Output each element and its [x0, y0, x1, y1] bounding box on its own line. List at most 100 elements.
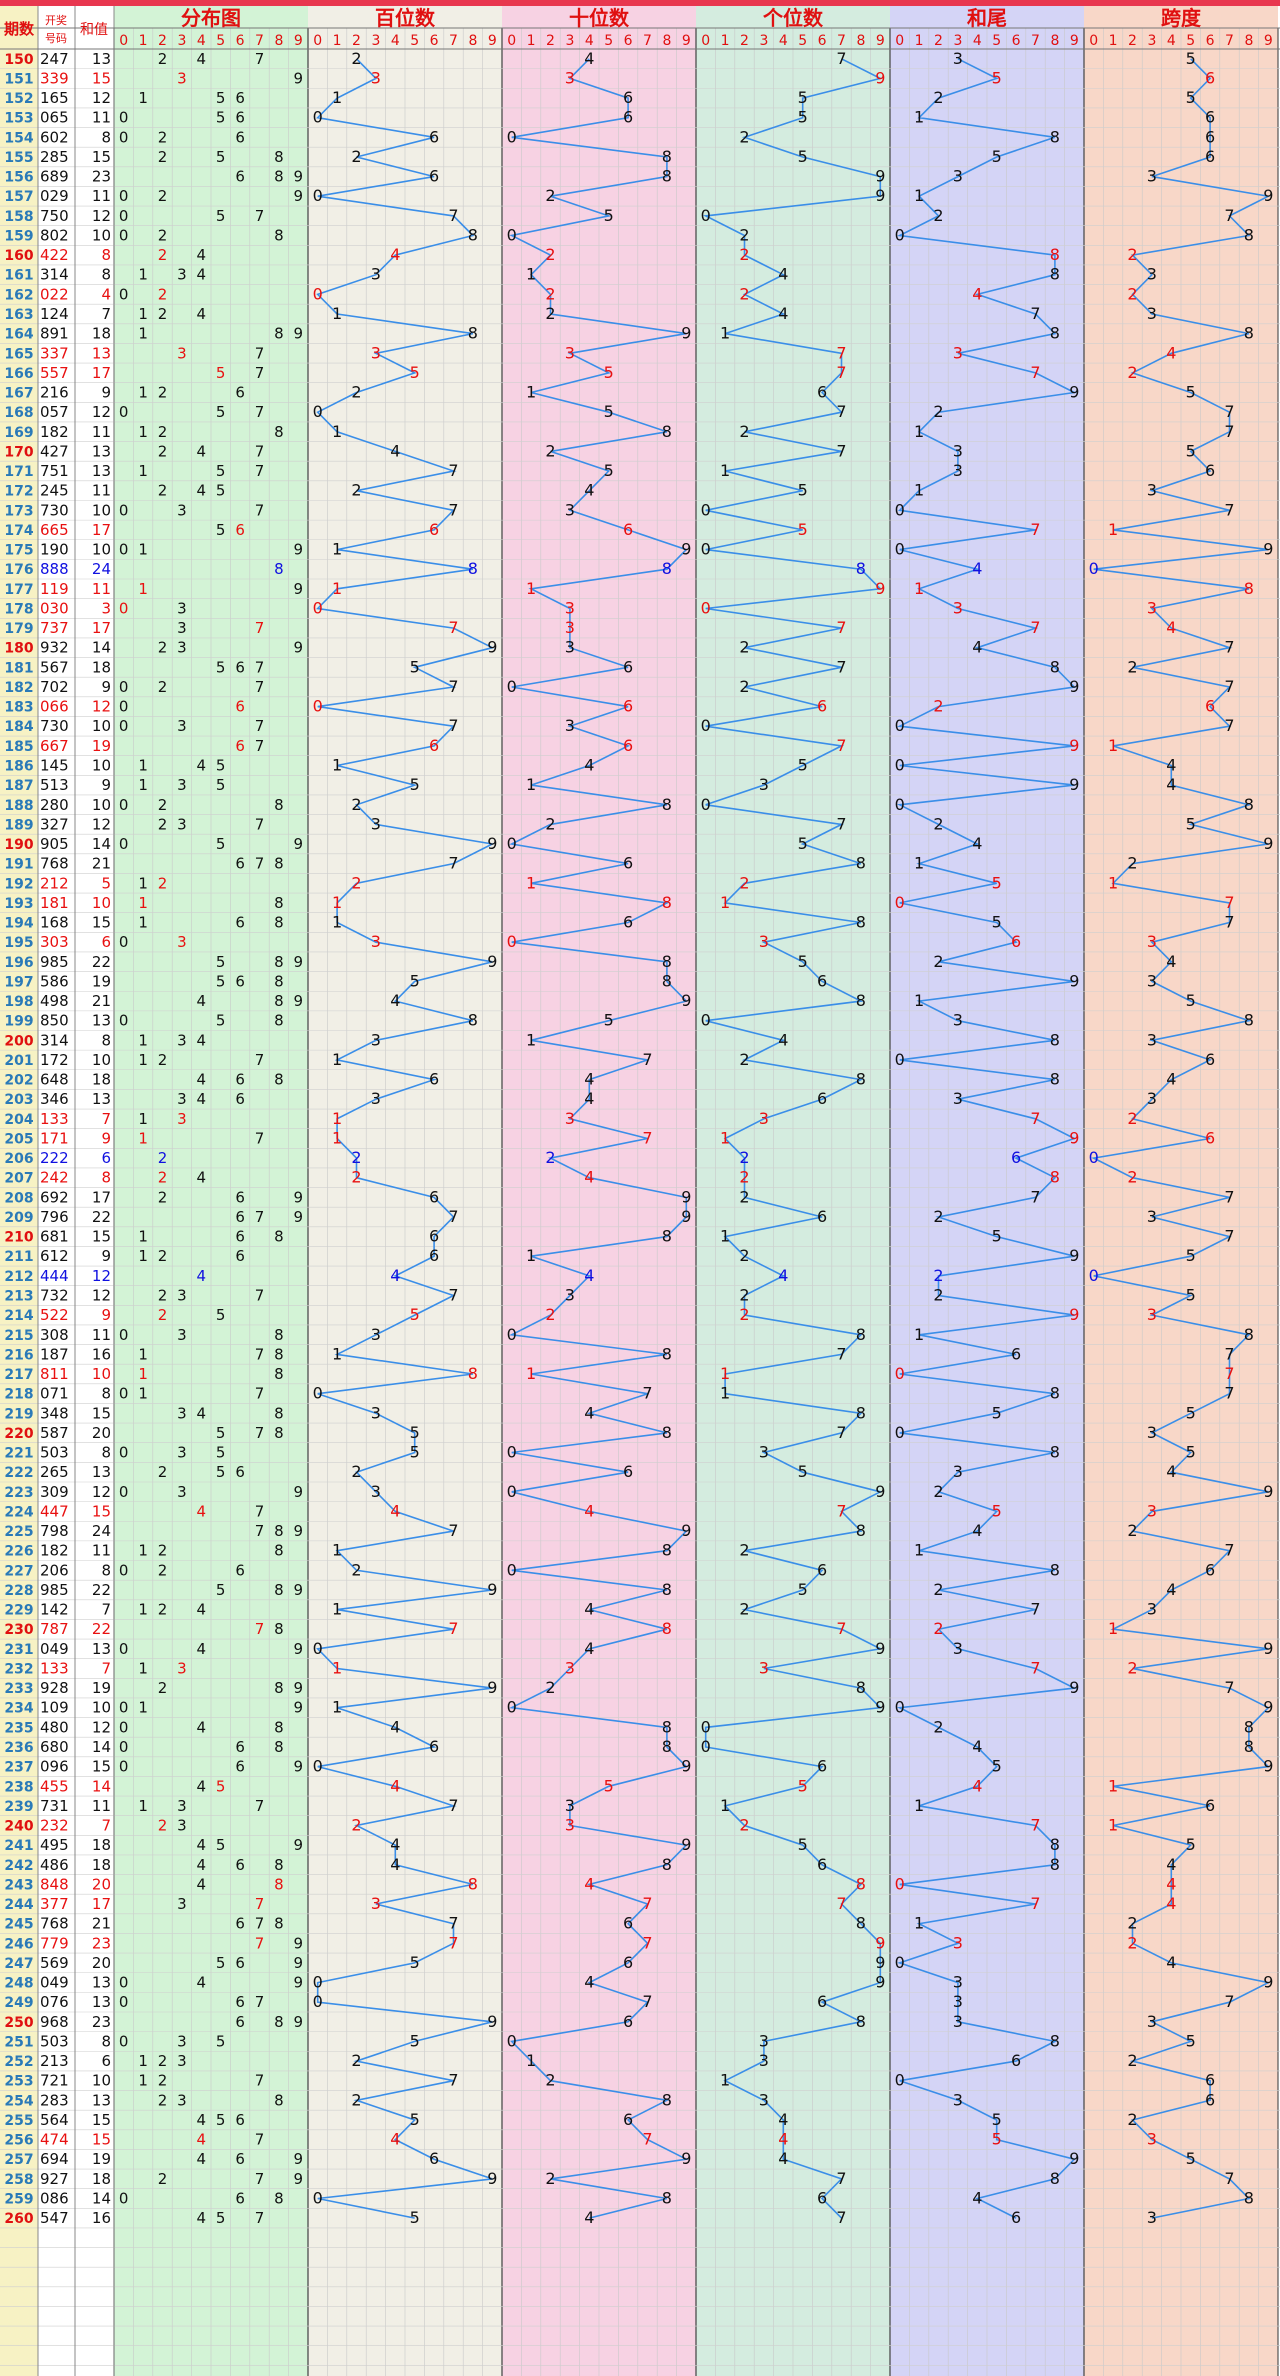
- trend-mark-tens: 4: [584, 755, 594, 774]
- distribution-mark: 0: [119, 109, 129, 127]
- trend-mark-sum-tail: 0: [895, 795, 905, 814]
- trend-mark-sum-tail: 1: [914, 1325, 924, 1344]
- sum-value: 20: [92, 1875, 111, 1893]
- sum-value: 13: [92, 1993, 111, 2011]
- trend-mark-units: 7: [836, 441, 846, 460]
- period-number: 206: [4, 1151, 33, 1167]
- trend-mark-hundreds: 9: [487, 2169, 497, 2188]
- distribution-mark: 3: [177, 1287, 187, 1305]
- draw-code: 265: [40, 1463, 69, 1481]
- sum-value: 14: [92, 639, 111, 657]
- period-number: 184: [4, 719, 33, 735]
- distribution-mark: 0: [119, 128, 129, 146]
- period-number: 222: [4, 1465, 33, 1481]
- trend-mark-tens: 1: [526, 1364, 536, 1383]
- trend-mark-tens: 6: [623, 108, 633, 127]
- distribution-mark: 1: [138, 894, 148, 912]
- distribution-mark: 2: [158, 1188, 168, 1206]
- trend-mark-tens: 7: [642, 1894, 652, 1913]
- distribution-mark: 6: [235, 658, 245, 676]
- trend-mark-tens: 6: [623, 1462, 633, 1481]
- trend-mark-span: 0: [1089, 1148, 1099, 1167]
- trend-mark-tens: 0: [507, 225, 517, 244]
- sum-value: 13: [92, 1463, 111, 1481]
- trend-mark-span: 2: [1127, 2051, 1137, 2070]
- draw-code: 547: [40, 2209, 69, 2227]
- trend-mark-units: 5: [798, 520, 808, 539]
- draw-code: 495: [40, 1836, 69, 1854]
- trend-mark-hundreds: 0: [313, 1992, 323, 2011]
- trend-mark-tens: 4: [584, 1403, 594, 1422]
- period-number: 237: [4, 1760, 33, 1776]
- distribution-mark: 9: [294, 1954, 304, 1972]
- draw-code: 985: [40, 1581, 69, 1599]
- trend-mark-hundreds: 5: [410, 1443, 420, 1462]
- distribution-mark: 8: [274, 1012, 284, 1030]
- draw-code: 181: [40, 894, 69, 912]
- header-sum-label: 和值: [80, 22, 108, 38]
- draw-code: 750: [40, 207, 69, 225]
- distribution-mark: 7: [255, 442, 265, 460]
- trend-mark-sum-tail: 6: [1011, 2051, 1021, 2070]
- column-digit-header: 1: [915, 33, 924, 49]
- trend-mark-units: 0: [701, 716, 711, 735]
- trend-mark-hundreds: 2: [351, 2051, 361, 2070]
- trend-mark-units: 6: [817, 383, 827, 402]
- sum-value: 15: [92, 1502, 111, 1520]
- sum-value: 21: [92, 1915, 111, 1933]
- section-title-distribution: 分布图: [181, 6, 241, 30]
- distribution-mark: 2: [158, 874, 168, 892]
- draw-code: 124: [40, 305, 69, 323]
- column-digit-header: 0: [119, 33, 128, 49]
- trend-mark-tens: 8: [662, 422, 672, 441]
- column-digit-header: 6: [236, 33, 245, 49]
- sum-value: 10: [92, 894, 111, 912]
- trend-mark-hundreds: 1: [332, 1128, 342, 1147]
- trend-mark-sum-tail: 0: [895, 1698, 905, 1717]
- distribution-mark: 3: [177, 1817, 187, 1835]
- trend-mark-tens: 2: [545, 2071, 555, 2090]
- distribution-mark: 7: [255, 50, 265, 68]
- column-digit-header: 1: [721, 33, 730, 49]
- draw-code: 346: [40, 1090, 69, 1108]
- distribution-mark: 7: [255, 1129, 265, 1147]
- trend-mark-span: 9: [1263, 1482, 1273, 1501]
- trend-mark-sum-tail: 2: [933, 1207, 943, 1226]
- trend-line-units: [702, 58, 883, 2219]
- trend-mark-tens: 6: [623, 657, 633, 676]
- trend-mark-tens: 8: [662, 1541, 672, 1560]
- trend-mark-hundreds: 2: [351, 1816, 361, 1835]
- period-number: 219: [4, 1406, 33, 1422]
- distribution-mark: 0: [119, 599, 129, 617]
- draw-code: 422: [40, 246, 69, 264]
- trend-mark-tens: 9: [681, 1207, 691, 1226]
- distribution-mark: 0: [119, 933, 129, 951]
- trend-mark-units: 8: [856, 913, 866, 932]
- trend-mark-units: 2: [739, 1286, 749, 1305]
- sum-value: 18: [92, 658, 111, 676]
- distribution-mark: 5: [216, 756, 226, 774]
- distribution-mark: 7: [255, 1208, 265, 1226]
- distribution-mark: 2: [158, 2091, 168, 2109]
- trend-mark-units: 9: [875, 1639, 885, 1658]
- column-digit-header: 8: [468, 33, 477, 49]
- distribution-mark: 2: [158, 442, 168, 460]
- trend-mark-sum-tail: 5: [992, 147, 1002, 166]
- trend-mark-tens: 8: [662, 1619, 672, 1638]
- trend-mark-hundreds: 8: [468, 1011, 478, 1030]
- distribution-mark: 9: [294, 580, 304, 598]
- distribution-mark: 4: [197, 1974, 207, 1992]
- trend-mark-units: 4: [778, 2110, 788, 2129]
- distribution-mark: 1: [138, 1385, 148, 1403]
- draw-code: 891: [40, 325, 69, 343]
- trend-mark-span: 2: [1127, 854, 1137, 873]
- trend-mark-sum-tail: 6: [1011, 1344, 1021, 1363]
- trend-mark-hundreds: 6: [429, 1187, 439, 1206]
- column-digit-header: 1: [333, 33, 342, 49]
- draw-code: 768: [40, 855, 69, 873]
- draw-code: 694: [40, 2150, 69, 2168]
- period-number: 230: [4, 1622, 33, 1638]
- distribution-mark: 5: [216, 1444, 226, 1462]
- trend-mark-hundreds: 6: [429, 1246, 439, 1265]
- distribution-mark: 8: [274, 894, 284, 912]
